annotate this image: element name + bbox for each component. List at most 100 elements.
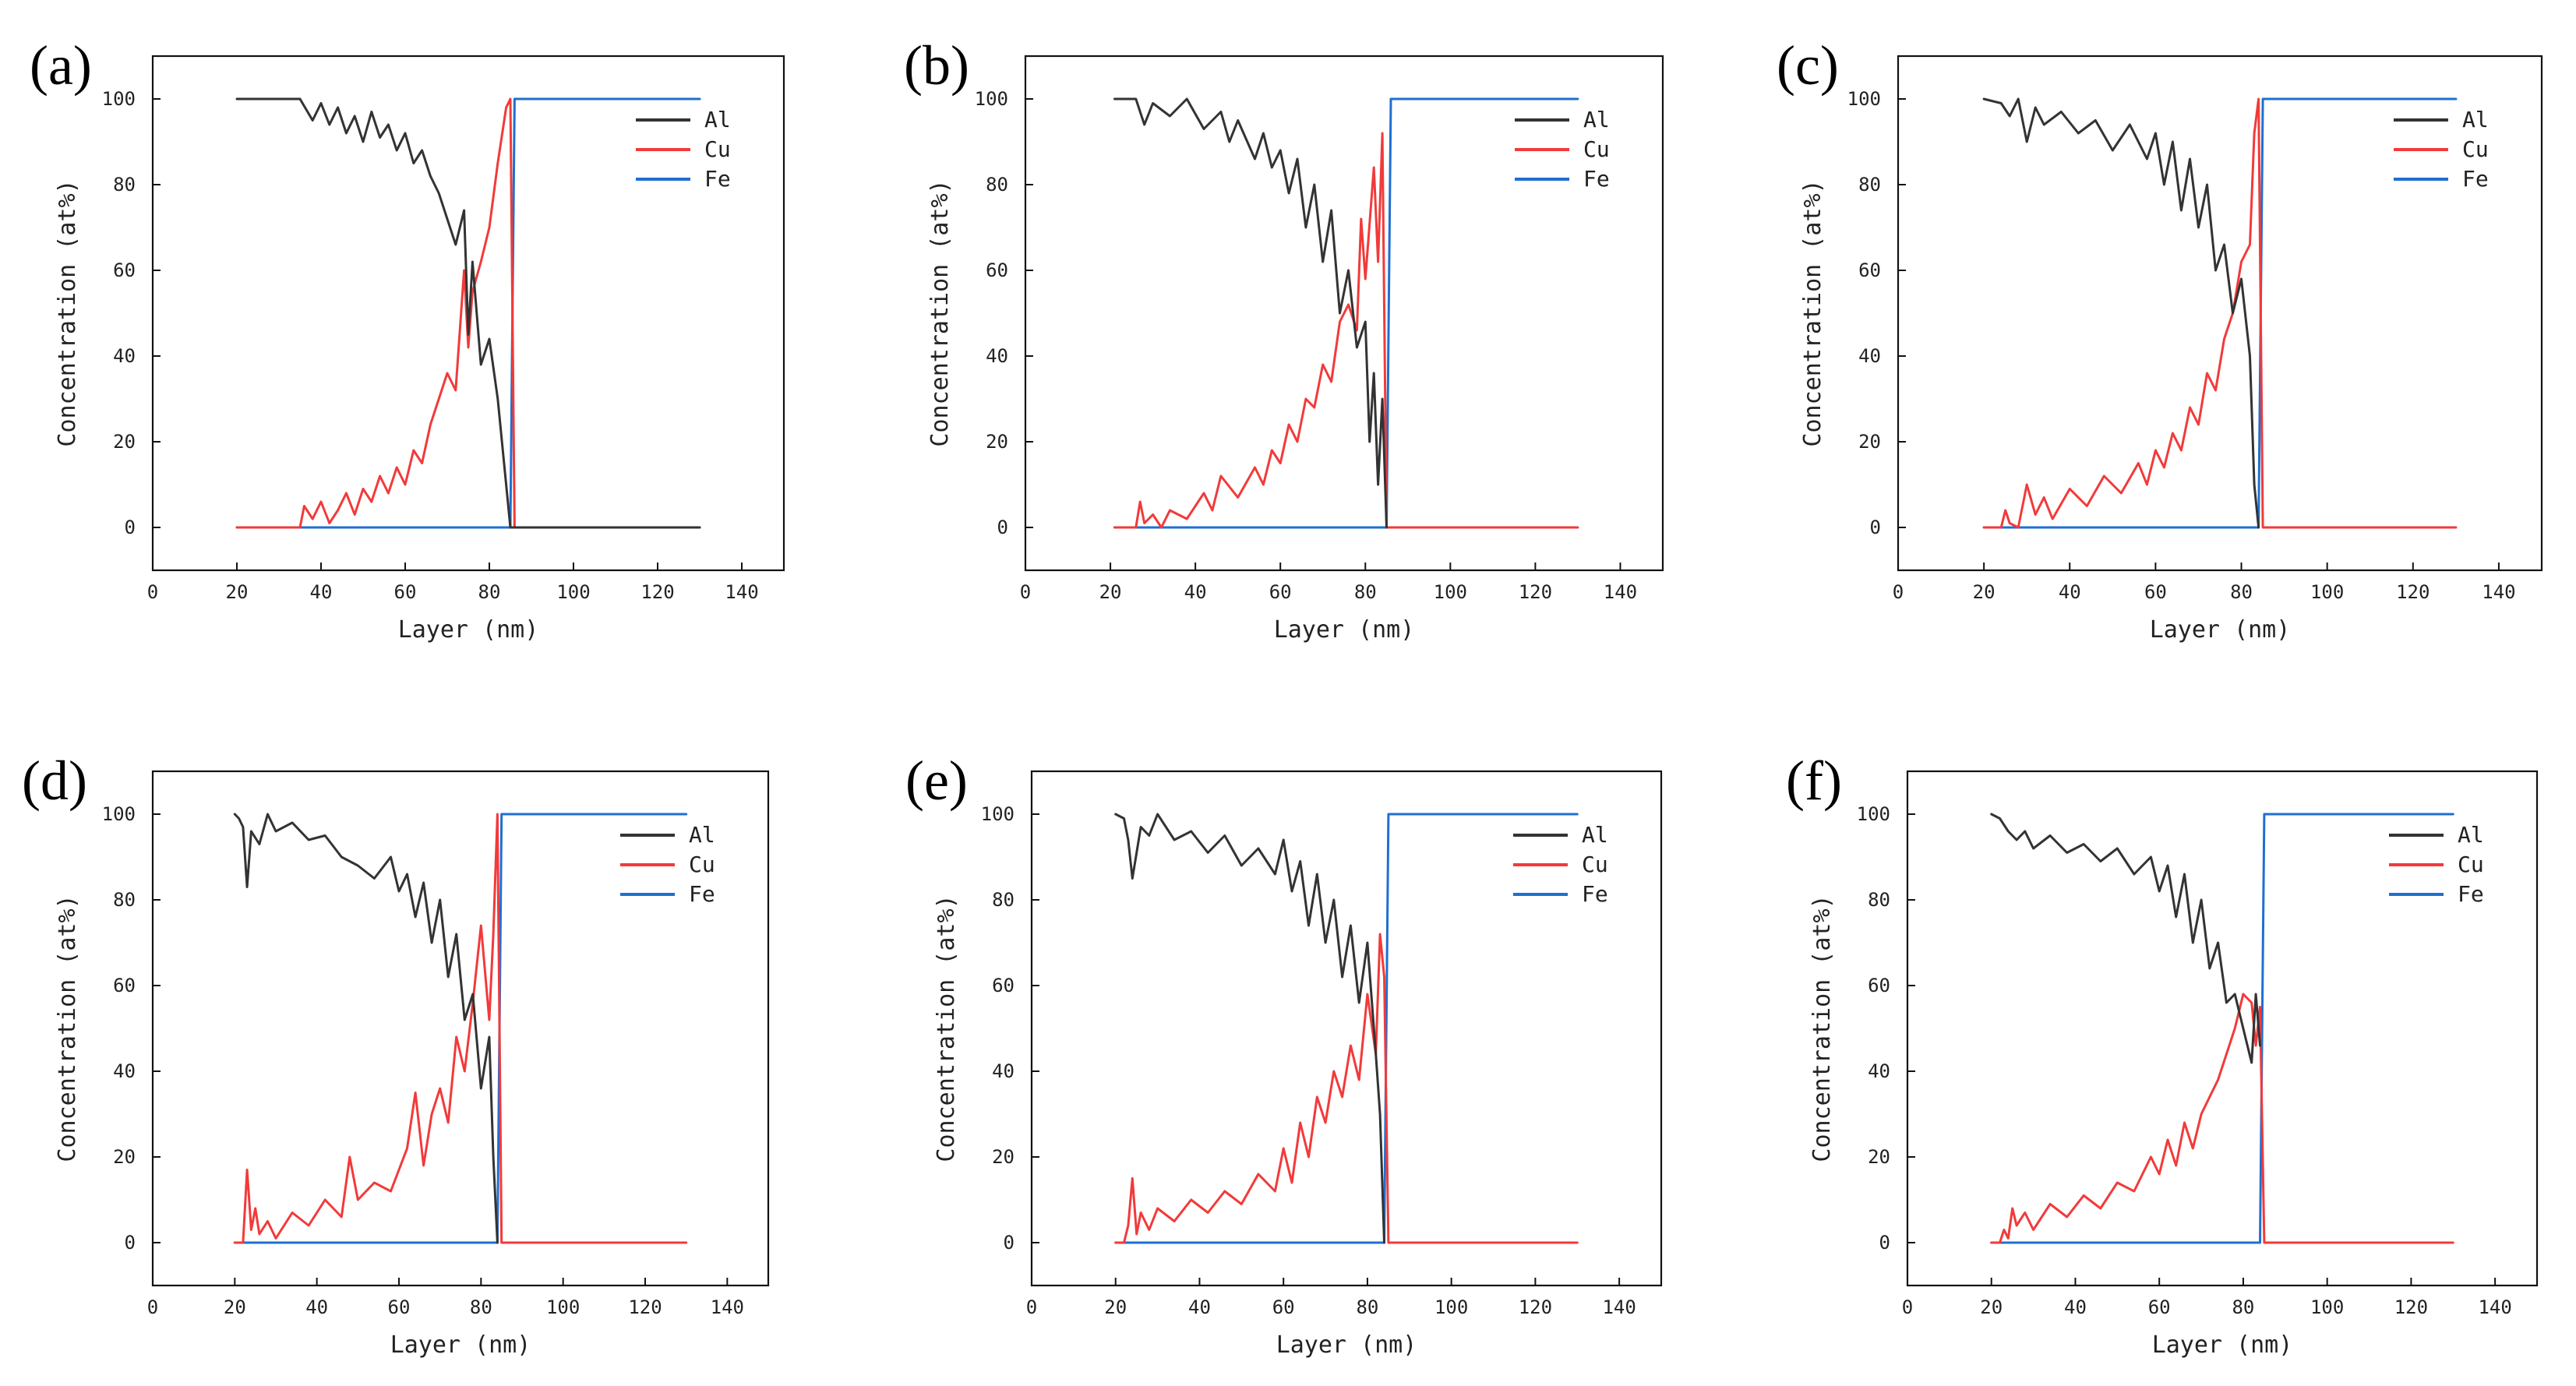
x-axis-title: Layer (nm) [1276, 1331, 1417, 1359]
x-tick-label: 140 [2478, 1296, 2511, 1318]
x-tick-label: 80 [478, 581, 501, 603]
chart-panel-f: (f) 0 20 40 60 80 100 120 140 0 20 40 60 80 100 Layer (… [1786, 749, 2539, 1359]
x-tick-label: 40 [2064, 1296, 2087, 1318]
x-tick-label: 40 [305, 1296, 328, 1318]
chart-panel-a: (a) 0 20 40 60 80 100 120 140 0 20 40 60 80 100 Layer (… [30, 34, 785, 644]
y-tick-label: 20 [113, 1146, 136, 1168]
y-tick-label: 100 [102, 88, 136, 110]
plot-frame [151, 55, 785, 572]
x-tick-label: 0 [1902, 1296, 1913, 1318]
plot-frame [1024, 55, 1664, 572]
legend-label-cu: Cu [1583, 136, 1610, 162]
y-tick-label: 80 [986, 174, 1008, 196]
x-tick-label: 140 [1602, 1296, 1636, 1318]
legend-label-cu: Cu [2458, 852, 2484, 877]
x-tick-label: 0 [1020, 581, 1031, 603]
y-tick-label: 20 [992, 1146, 1015, 1168]
x-tick-label: 20 [1104, 1296, 1127, 1318]
y-tick-label: 60 [113, 975, 136, 996]
series-line-fe [1114, 813, 1579, 1244]
x-tick-label: 20 [1099, 581, 1122, 603]
y-axis-title: Concentration (at%) [54, 179, 81, 446]
y-tick-label: 0 [125, 517, 136, 538]
legend-label-al: Al [2462, 107, 2489, 132]
series-line-cu [1113, 132, 1579, 529]
chart-panel-e: (e) 0 20 40 60 80 100 120 140 0 20 40 60 80 100 Layer (… [905, 749, 1663, 1359]
y-tick-label: 20 [1858, 431, 1881, 453]
x-tick-label: 140 [711, 1296, 744, 1318]
x-tick-label: 60 [388, 1296, 411, 1318]
y-tick-label: 80 [1858, 174, 1881, 196]
legend-label-al: Al [704, 107, 731, 132]
panel-label: (b) [904, 34, 969, 97]
x-tick-label: 140 [2482, 581, 2515, 603]
series-line-al [1990, 813, 2261, 1064]
x-tick-label: 40 [310, 581, 333, 603]
legend-label-fe: Fe [704, 166, 731, 192]
series-line-al [1114, 813, 1385, 1244]
series-line-al [1982, 97, 2260, 529]
legend-label-fe: Fe [689, 881, 715, 907]
x-tick-label: 80 [1356, 1296, 1378, 1318]
y-tick-label: 80 [113, 889, 136, 911]
x-tick-label: 60 [1269, 581, 1292, 603]
x-tick-label: 80 [470, 1296, 492, 1318]
plot-frame [1897, 55, 2543, 572]
legend-label-al: Al [2458, 822, 2484, 848]
x-axis-title: Layer (nm) [2152, 1331, 2293, 1359]
y-tick-label: 100 [1847, 88, 1881, 110]
x-tick-label: 140 [1604, 581, 1637, 603]
panel-label: (e) [905, 749, 968, 812]
panel-label: (a) [30, 34, 92, 97]
legend-label-al: Al [689, 822, 715, 848]
x-tick-label: 0 [1893, 581, 1904, 603]
legend-label-fe: Fe [1583, 166, 1610, 192]
y-tick-label: 40 [1858, 345, 1881, 367]
y-tick-label: 20 [986, 431, 1008, 453]
x-tick-label: 0 [1026, 1296, 1037, 1318]
legend-label-fe: Fe [1582, 881, 1608, 907]
x-tick-label: 20 [224, 1296, 246, 1318]
y-tick-label: 80 [992, 889, 1015, 911]
x-tick-label: 100 [1434, 581, 1467, 603]
series-line-cu [1990, 993, 2454, 1244]
y-axis-title: Concentration (at%) [933, 894, 960, 1162]
x-axis-title: Layer (nm) [1274, 616, 1415, 644]
series-line-cu [1114, 933, 1579, 1244]
x-tick-label: 100 [2310, 581, 2344, 603]
y-tick-label: 0 [125, 1232, 136, 1254]
y-tick-label: 60 [1858, 259, 1881, 281]
y-axis-title: Concentration (at%) [926, 179, 954, 446]
x-tick-label: 100 [1434, 1296, 1468, 1318]
panel-label: (f) [1786, 749, 1842, 812]
series-line-fe [1990, 813, 2454, 1244]
x-tick-label: 20 [1980, 1296, 2003, 1318]
x-tick-label: 0 [147, 581, 158, 603]
y-tick-label: 100 [1857, 803, 1890, 825]
chart-panel-b: (b) 0 20 40 60 80 100 120 140 0 20 40 60 80 100 Layer (… [904, 34, 1664, 644]
plot-frame [1030, 770, 1663, 1287]
plot-frame [151, 770, 770, 1287]
y-tick-label: 40 [113, 1060, 136, 1082]
x-tick-label: 100 [546, 1296, 580, 1318]
y-tick-label: 60 [986, 259, 1008, 281]
x-axis-title: Layer (nm) [398, 616, 539, 644]
series-line-al [233, 813, 499, 1244]
series-line-fe [1113, 97, 1579, 529]
x-axis-title: Layer (nm) [390, 1331, 531, 1359]
y-tick-label: 80 [1868, 889, 1890, 911]
chart-panel-d: (d) 0 20 40 60 80 100 120 140 0 20 40 60 80 100 Layer (… [22, 749, 770, 1359]
y-tick-label: 100 [102, 803, 136, 825]
y-tick-label: 0 [997, 517, 1008, 538]
legend-label-fe: Fe [2458, 881, 2484, 907]
legend-label-al: Al [1583, 107, 1610, 132]
y-tick-label: 40 [992, 1060, 1015, 1082]
x-tick-label: 100 [556, 581, 590, 603]
y-tick-label: 0 [1879, 1232, 1890, 1254]
y-tick-label: 0 [1004, 1232, 1015, 1254]
x-tick-label: 20 [226, 581, 249, 603]
series-line-cu [235, 97, 701, 529]
y-tick-label: 60 [113, 259, 136, 281]
y-tick-label: 100 [975, 88, 1008, 110]
